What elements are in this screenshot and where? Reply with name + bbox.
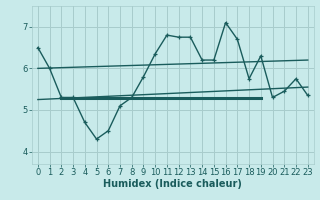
X-axis label: Humidex (Indice chaleur): Humidex (Indice chaleur) bbox=[103, 179, 242, 189]
